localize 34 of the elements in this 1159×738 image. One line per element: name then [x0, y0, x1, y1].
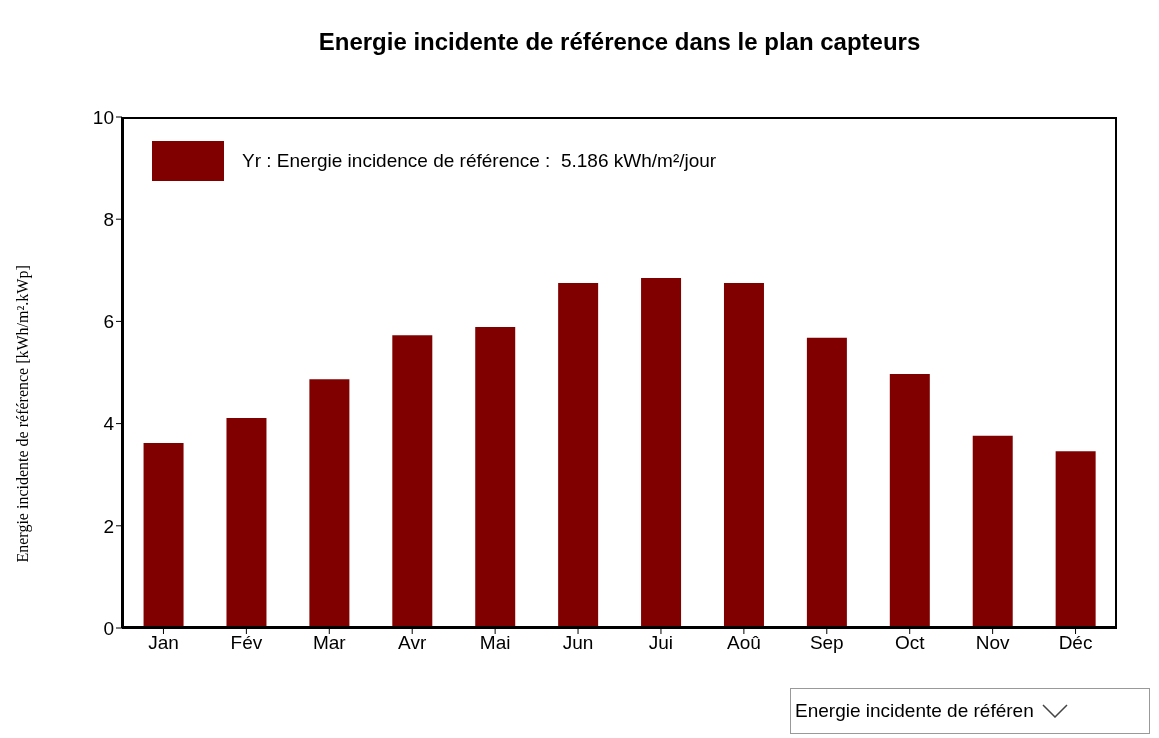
- x-tick-label: Sep: [809, 632, 844, 654]
- x-tick-label: Mai: [479, 632, 511, 654]
- bar: [641, 277, 682, 628]
- x-tick-label: Jan: [148, 632, 179, 654]
- x-tick-label: Oct: [894, 632, 926, 654]
- x-tick-label: Avr: [398, 632, 427, 654]
- y-tick-label: 0: [103, 617, 114, 639]
- bar: [392, 335, 433, 628]
- bar: [475, 327, 516, 628]
- bar: [143, 443, 184, 628]
- bar: [889, 374, 930, 628]
- x-tick-label: Jui: [648, 632, 674, 654]
- x-tick-label: Nov: [975, 632, 1011, 654]
- bar: [226, 417, 267, 628]
- y-tick-label: 4: [103, 413, 115, 435]
- bar: [558, 283, 599, 628]
- y-tick-label: 10: [92, 106, 114, 128]
- x-tick-label: Jun: [562, 632, 594, 654]
- x-tick-label: Fév: [230, 632, 263, 654]
- bar: [1055, 451, 1096, 628]
- y-axis-title: Energie incidente de référence [kWh/m².kWp]: [13, 265, 32, 563]
- bar: [309, 379, 350, 628]
- y-tick-label: 6: [103, 311, 114, 333]
- legend-label: Yr : Energie incidence de référence : 5.186 kWh/m²/jour: [242, 150, 717, 172]
- text: Energie incidente de référen: [795, 700, 1034, 722]
- bar: [972, 435, 1013, 628]
- y-tick-label: 2: [103, 515, 114, 537]
- bar: [723, 283, 764, 628]
- bar: [806, 337, 847, 628]
- y-tick-label: 8: [103, 208, 114, 230]
- x-tick-label: Aoû: [726, 632, 761, 654]
- chart-title: Energie incidente de référence dans le plan capteurs: [317, 28, 922, 56]
- x-tick-label: Déc: [1058, 632, 1093, 654]
- x-tick-label: Mar: [312, 632, 347, 654]
